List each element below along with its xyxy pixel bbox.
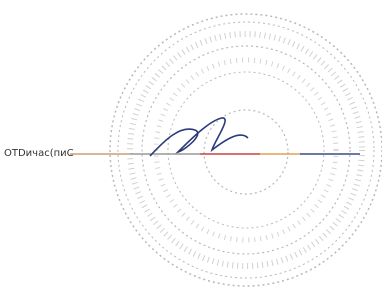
seal-ring (168, 72, 324, 228)
seal (110, 14, 382, 286)
page: ОТDичас(пиС (0, 0, 382, 303)
seal-outer-ring (110, 14, 382, 286)
seal-ring (142, 46, 350, 254)
signature (150, 118, 248, 156)
stamp-area: ОТDичас(пиС (0, 0, 382, 303)
seal-text-ring (130, 34, 362, 266)
seal-center (204, 110, 288, 194)
caption: ОТDичас(пиС (4, 148, 74, 159)
